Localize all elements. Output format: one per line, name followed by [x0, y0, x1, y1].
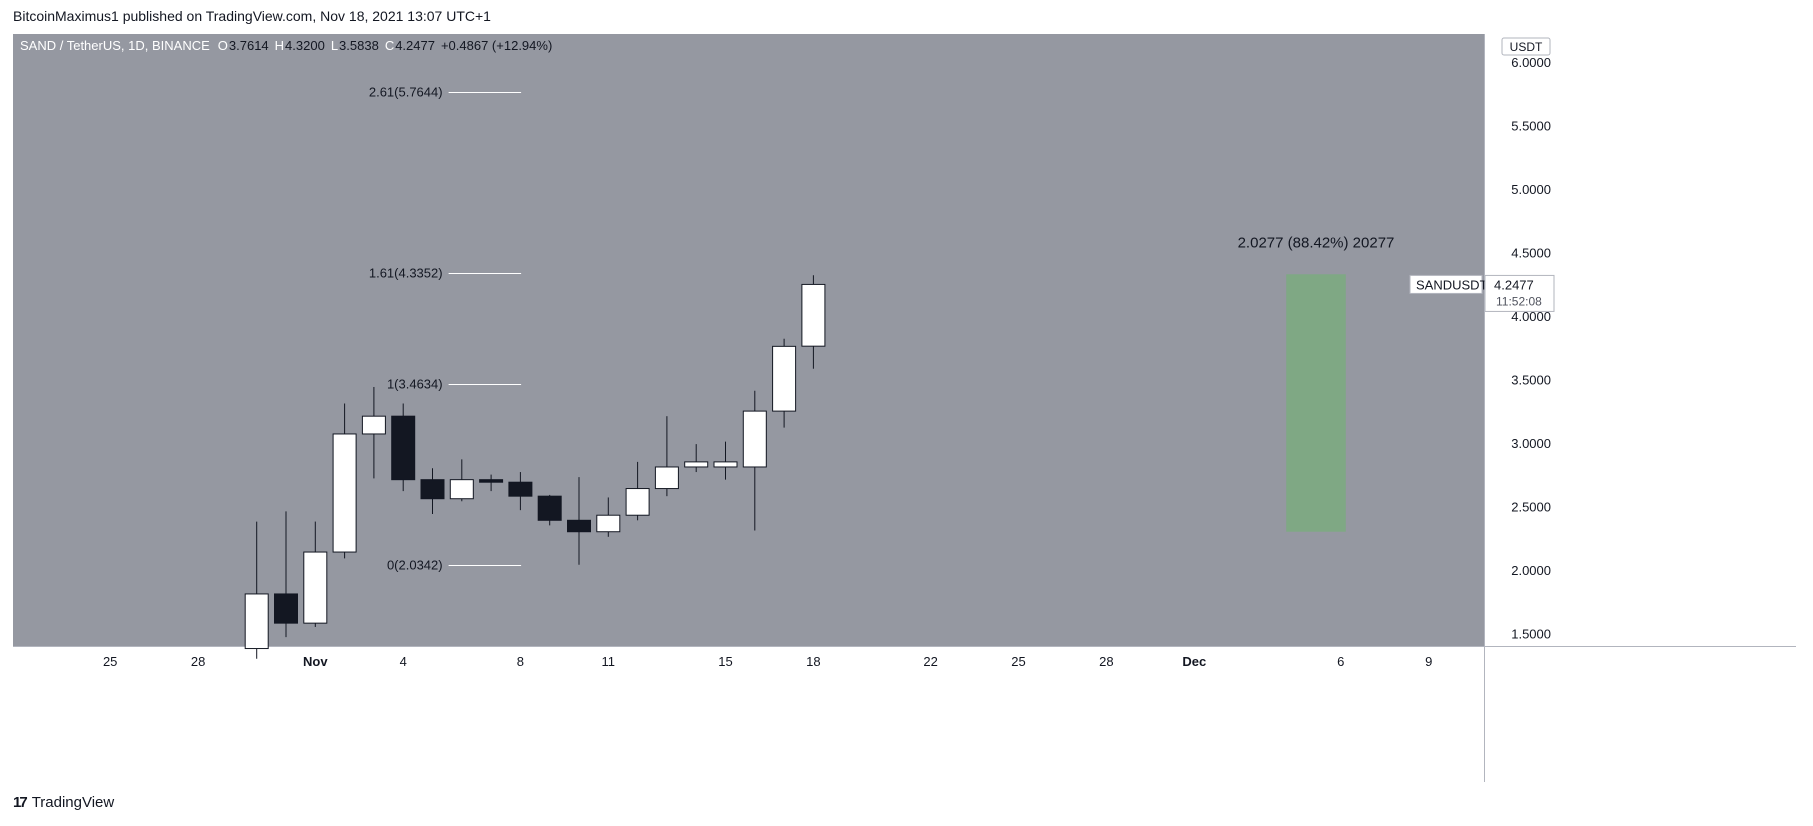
candle-body [479, 479, 504, 483]
price-tick-label: 5.5000 [1511, 118, 1551, 133]
footer-brand[interactable]: TradingView [31, 793, 115, 811]
candle-body [713, 461, 738, 468]
symbol-badge [1409, 274, 1483, 294]
candle-body [654, 466, 679, 490]
high-label: H [275, 38, 284, 53]
price-tick-label: 5.0000 [1511, 182, 1551, 197]
publisher-line: BitcoinMaximus1 published on TradingView… [13, 8, 491, 24]
tradingview-logo-icon: 17 [13, 793, 28, 811]
change-value: +0.4867 (+12.94%) [441, 38, 552, 53]
candle-body [596, 514, 621, 533]
candle-body [303, 551, 328, 624]
time-tick-label: 15 [718, 654, 732, 669]
fib-level-label: 0(2.0342) [387, 558, 443, 573]
countdown-value: 11:52:08 [1496, 294, 1542, 308]
candle-body [567, 519, 591, 533]
fib-level-label: 1(3.4634) [387, 377, 443, 392]
time-tick-label: 25 [103, 654, 117, 669]
target-box-label: 2.0277 (88.42%) 20277 [1238, 234, 1395, 251]
candle-body [332, 433, 357, 553]
symbol-title: SAND / TetherUS, 1D, BINANCE [20, 38, 210, 53]
time-tick-label: 28 [191, 654, 205, 669]
price-tick-label: 1.5000 [1511, 626, 1551, 641]
open-label: O [218, 38, 228, 53]
price-tick-label: 4.0000 [1511, 309, 1551, 324]
time-tick-label: Nov [303, 654, 328, 669]
currency-label: USDT [1510, 40, 1543, 54]
time-tick-label: 28 [1099, 654, 1113, 669]
symbol-label: SANDUSDT [1416, 277, 1488, 292]
target-box [1286, 274, 1346, 532]
fib-level-label: 2.61(5.7644) [369, 85, 443, 100]
candle-body [274, 593, 298, 624]
time-tick-label: 11 [602, 654, 616, 669]
last-price-badge [1484, 274, 1555, 312]
candle-body [801, 283, 826, 347]
candle-body [772, 345, 797, 412]
high-value: 4.3200 [285, 38, 325, 53]
candle-body [391, 415, 416, 481]
open-value: 3.7614 [229, 38, 269, 53]
time-tick-label: 6 [1337, 654, 1344, 669]
candle-body [449, 479, 474, 500]
time-tick-label: 8 [517, 654, 524, 669]
chart[interactable]: 2.61(5.7644) 1.61(4.3352) 1(3.4634) 0(2.034… [13, 34, 1796, 782]
time-tick-label: Dec [1182, 654, 1206, 669]
candle-body [742, 410, 767, 468]
candle-body [420, 479, 445, 500]
candle-body [361, 415, 386, 435]
close-value: 4.2477 [395, 38, 435, 53]
low-value: 3.5838 [339, 38, 379, 53]
currency-badge [1501, 37, 1551, 56]
time-tick-label: 22 [923, 654, 937, 669]
footer: 17 TradingView [13, 792, 114, 812]
fib-level-label: 1.61(4.3352) [369, 266, 443, 281]
time-tick-label: 4 [400, 654, 407, 669]
candle-body [508, 481, 533, 497]
price-tick-label: 6.0000 [1511, 55, 1551, 70]
candle-body [537, 495, 562, 521]
candle-body [244, 593, 269, 650]
price-tick-label: 3.0000 [1511, 436, 1551, 451]
price-tick-label: 4.5000 [1511, 245, 1551, 260]
close-label: C [385, 38, 394, 53]
time-tick-label: 25 [1011, 654, 1025, 669]
last-price-value: 4.2477 [1494, 277, 1534, 292]
price-tick-label: 2.5000 [1511, 499, 1551, 514]
plot-area [13, 34, 1484, 646]
price-tick-label: 3.5000 [1511, 372, 1551, 387]
low-label: L [331, 38, 338, 53]
time-tick-label: 18 [806, 654, 820, 669]
price-tick-label: 2.0000 [1511, 563, 1551, 578]
candle-body [625, 488, 650, 516]
candle-body [684, 461, 709, 468]
time-tick-label: 9 [1425, 654, 1432, 669]
